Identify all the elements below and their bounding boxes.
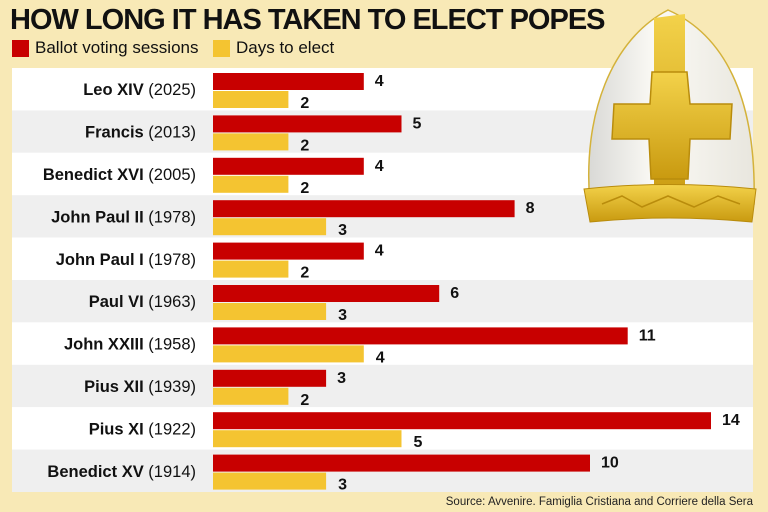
- data-label: 4: [375, 243, 384, 260]
- data-label: 2: [300, 180, 309, 197]
- data-label: 3: [337, 370, 346, 387]
- data-label: 4: [376, 349, 385, 366]
- data-label: 2: [300, 137, 309, 154]
- ballots-bar: [213, 369, 327, 387]
- ballots-bar: [213, 73, 364, 90]
- data-label: 3: [338, 222, 347, 239]
- ballots-bar: [213, 454, 590, 472]
- category-label: John Paul I (1978): [56, 251, 196, 269]
- days-bar: [213, 387, 289, 405]
- days-bar: [213, 303, 327, 320]
- category-label: John XXIII (1958): [64, 336, 196, 354]
- category-label: Pius XI (1922): [89, 420, 196, 438]
- legend-label: Ballot voting sessions: [35, 38, 199, 57]
- data-label: 11: [639, 327, 656, 344]
- ballots-bar: [213, 412, 711, 430]
- data-label: 4: [375, 73, 384, 90]
- data-label: 5: [414, 434, 423, 451]
- days-bar: [213, 430, 402, 448]
- category-label: Leo XIV (2025): [83, 81, 196, 99]
- days-bar: [213, 133, 289, 151]
- days-bar: [213, 345, 364, 363]
- data-label: 3: [338, 307, 347, 324]
- category-label: Benedict XVI (2005): [43, 166, 196, 184]
- days-bar: [213, 218, 327, 236]
- data-label: 8: [526, 200, 535, 217]
- data-label: 2: [300, 95, 309, 112]
- category-label: Pius XII (1939): [84, 378, 196, 396]
- ballots-bar: [213, 242, 364, 260]
- row-background: [12, 237, 753, 280]
- chart-title: HOW LONG IT HAS TAKEN TO ELECT POPES: [10, 4, 606, 36]
- ballots-bar: [213, 157, 364, 175]
- row-background: [12, 364, 753, 408]
- legend-swatch-red: [12, 39, 29, 57]
- data-label: 2: [300, 265, 309, 282]
- legend-swatch-yellow: [213, 39, 230, 57]
- days-bar: [213, 175, 289, 193]
- category-label: Benedict XV (1914): [47, 463, 196, 481]
- ballots-bar: [213, 115, 402, 133]
- ballots-bar: [213, 200, 515, 218]
- data-label: 2: [300, 392, 309, 409]
- legend-item-days: Days to elect: [213, 38, 334, 58]
- data-label: 10: [601, 455, 619, 472]
- ballots-bar: [213, 285, 440, 302]
- data-label: 6: [450, 285, 459, 302]
- legend-label: Days to elect: [236, 38, 335, 57]
- mitre-illustration: [583, 9, 757, 223]
- ballots-bar: [213, 327, 628, 345]
- category-label: John Paul II (1978): [51, 208, 196, 226]
- category-label: Paul VI (1963): [89, 293, 196, 311]
- data-label: 3: [338, 477, 347, 494]
- days-bar: [213, 472, 327, 490]
- days-bar: [213, 260, 289, 278]
- category-label: Francis (2013): [85, 124, 196, 142]
- days-bar: [213, 91, 289, 108]
- data-label: 5: [413, 115, 422, 132]
- data-label: 14: [722, 412, 740, 429]
- source-note: Source: Avvenire. Famiglia Cristiana and…: [445, 496, 753, 508]
- legend-item-ballots: Ballot voting sessions: [12, 38, 198, 58]
- data-label: 4: [375, 158, 384, 175]
